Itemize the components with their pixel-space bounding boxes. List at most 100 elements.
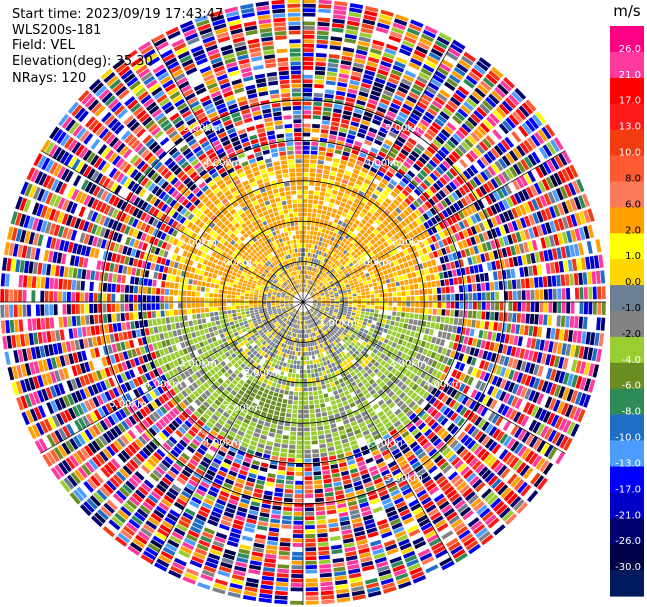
velocity-gate (312, 253, 316, 258)
velocity-gate (238, 400, 245, 407)
velocity-gate (379, 193, 387, 201)
velocity-gate (588, 363, 595, 377)
velocity-gate (520, 484, 532, 497)
velocity-gate (538, 314, 544, 325)
velocity-gate (378, 314, 383, 318)
velocity-gate (426, 146, 436, 155)
velocity-gate (407, 247, 413, 254)
velocity-gate (341, 396, 347, 402)
velocity-gate (428, 537, 441, 547)
velocity-gate (400, 463, 410, 471)
velocity-gate (323, 420, 329, 426)
velocity-gate (353, 299, 357, 302)
velocity-gate (419, 194, 427, 203)
velocity-gate (230, 359, 236, 365)
velocity-gate (337, 220, 343, 226)
velocity-gate (293, 525, 303, 530)
velocity-gate (236, 383, 243, 389)
velocity-gate (305, 578, 318, 583)
velocity-gate (310, 150, 318, 155)
velocity-gate (435, 362, 442, 370)
velocity-gate (363, 111, 374, 118)
velocity-gate (470, 520, 483, 531)
velocity-gate (354, 362, 360, 368)
velocity-gate (393, 526, 405, 534)
velocity-gate (370, 309, 375, 313)
velocity-gate (320, 380, 325, 385)
velocity-gate (250, 334, 256, 339)
velocity-gate (359, 552, 371, 559)
velocity-gate (329, 290, 333, 294)
velocity-gate (356, 232, 363, 238)
velocity-gate (362, 225, 369, 232)
velocity-gate (317, 330, 321, 334)
velocity-gate (529, 313, 535, 324)
velocity-gate (394, 321, 400, 327)
velocity-gate (443, 407, 451, 416)
velocity-gate (323, 273, 327, 278)
velocity-gate (348, 129, 357, 136)
velocity-gate (553, 234, 560, 246)
velocity-gate (431, 360, 438, 368)
velocity-gate (134, 489, 146, 500)
velocity-gate (445, 51, 459, 61)
velocity-gate (535, 166, 544, 179)
velocity-gate (375, 26, 389, 34)
velocity-gate (330, 303, 335, 305)
velocity-gate (285, 330, 289, 335)
velocity-gate (466, 411, 475, 421)
velocity-gate (390, 202, 397, 210)
velocity-gate (413, 176, 422, 184)
velocity-gate (301, 312, 302, 316)
velocity-gate (250, 365, 256, 371)
velocity-gate (239, 342, 245, 347)
velocity-gate (351, 353, 357, 359)
velocity-gate (197, 396, 205, 403)
velocity-gate (417, 41, 430, 51)
velocity-gate (229, 343, 235, 349)
velocity-gate (428, 82, 440, 91)
velocity-gate (362, 182, 369, 189)
velocity-gate (414, 289, 419, 296)
velocity-gate (433, 545, 446, 555)
velocity-gate (446, 436, 456, 446)
velocity-gate (348, 304, 353, 307)
velocity-gate (306, 365, 310, 370)
velocity-gate (471, 90, 483, 102)
velocity-gate (425, 461, 435, 471)
velocity-gate (435, 371, 443, 379)
velocity-gate (284, 348, 288, 354)
velocity-gate (360, 27, 373, 34)
velocity-gate (488, 251, 495, 261)
velocity-gate (391, 282, 396, 288)
velocity-gate (306, 329, 308, 334)
velocity-gate (541, 380, 549, 393)
velocity-gate (220, 360, 227, 367)
velocity-gate (408, 528, 421, 537)
velocity-gate (324, 275, 329, 279)
velocity-gate (307, 252, 311, 257)
velocity-gate (303, 283, 305, 288)
velocity-gate (375, 298, 380, 302)
velocity-gate (152, 535, 165, 545)
velocity-gate (312, 304, 317, 307)
velocity-gate (230, 527, 242, 535)
velocity-gate (260, 325, 265, 329)
velocity-gate (303, 114, 311, 119)
velocity-gate (279, 331, 283, 336)
velocity-gate (299, 383, 303, 387)
velocity-gate (315, 259, 319, 264)
velocity-gate (391, 210, 399, 218)
velocity-gate (344, 281, 349, 286)
velocity-gate (339, 307, 343, 311)
velocity-gate (318, 289, 323, 293)
velocity-gate (304, 449, 311, 454)
velocity-gate (368, 186, 375, 193)
velocity-gate (326, 509, 337, 515)
velocity-gate (542, 144, 553, 157)
velocity-gate (409, 266, 415, 272)
velocity-gate (102, 526, 115, 538)
velocity-gate (255, 352, 261, 358)
velocity-gate (203, 359, 209, 366)
velocity-gate (479, 507, 491, 519)
